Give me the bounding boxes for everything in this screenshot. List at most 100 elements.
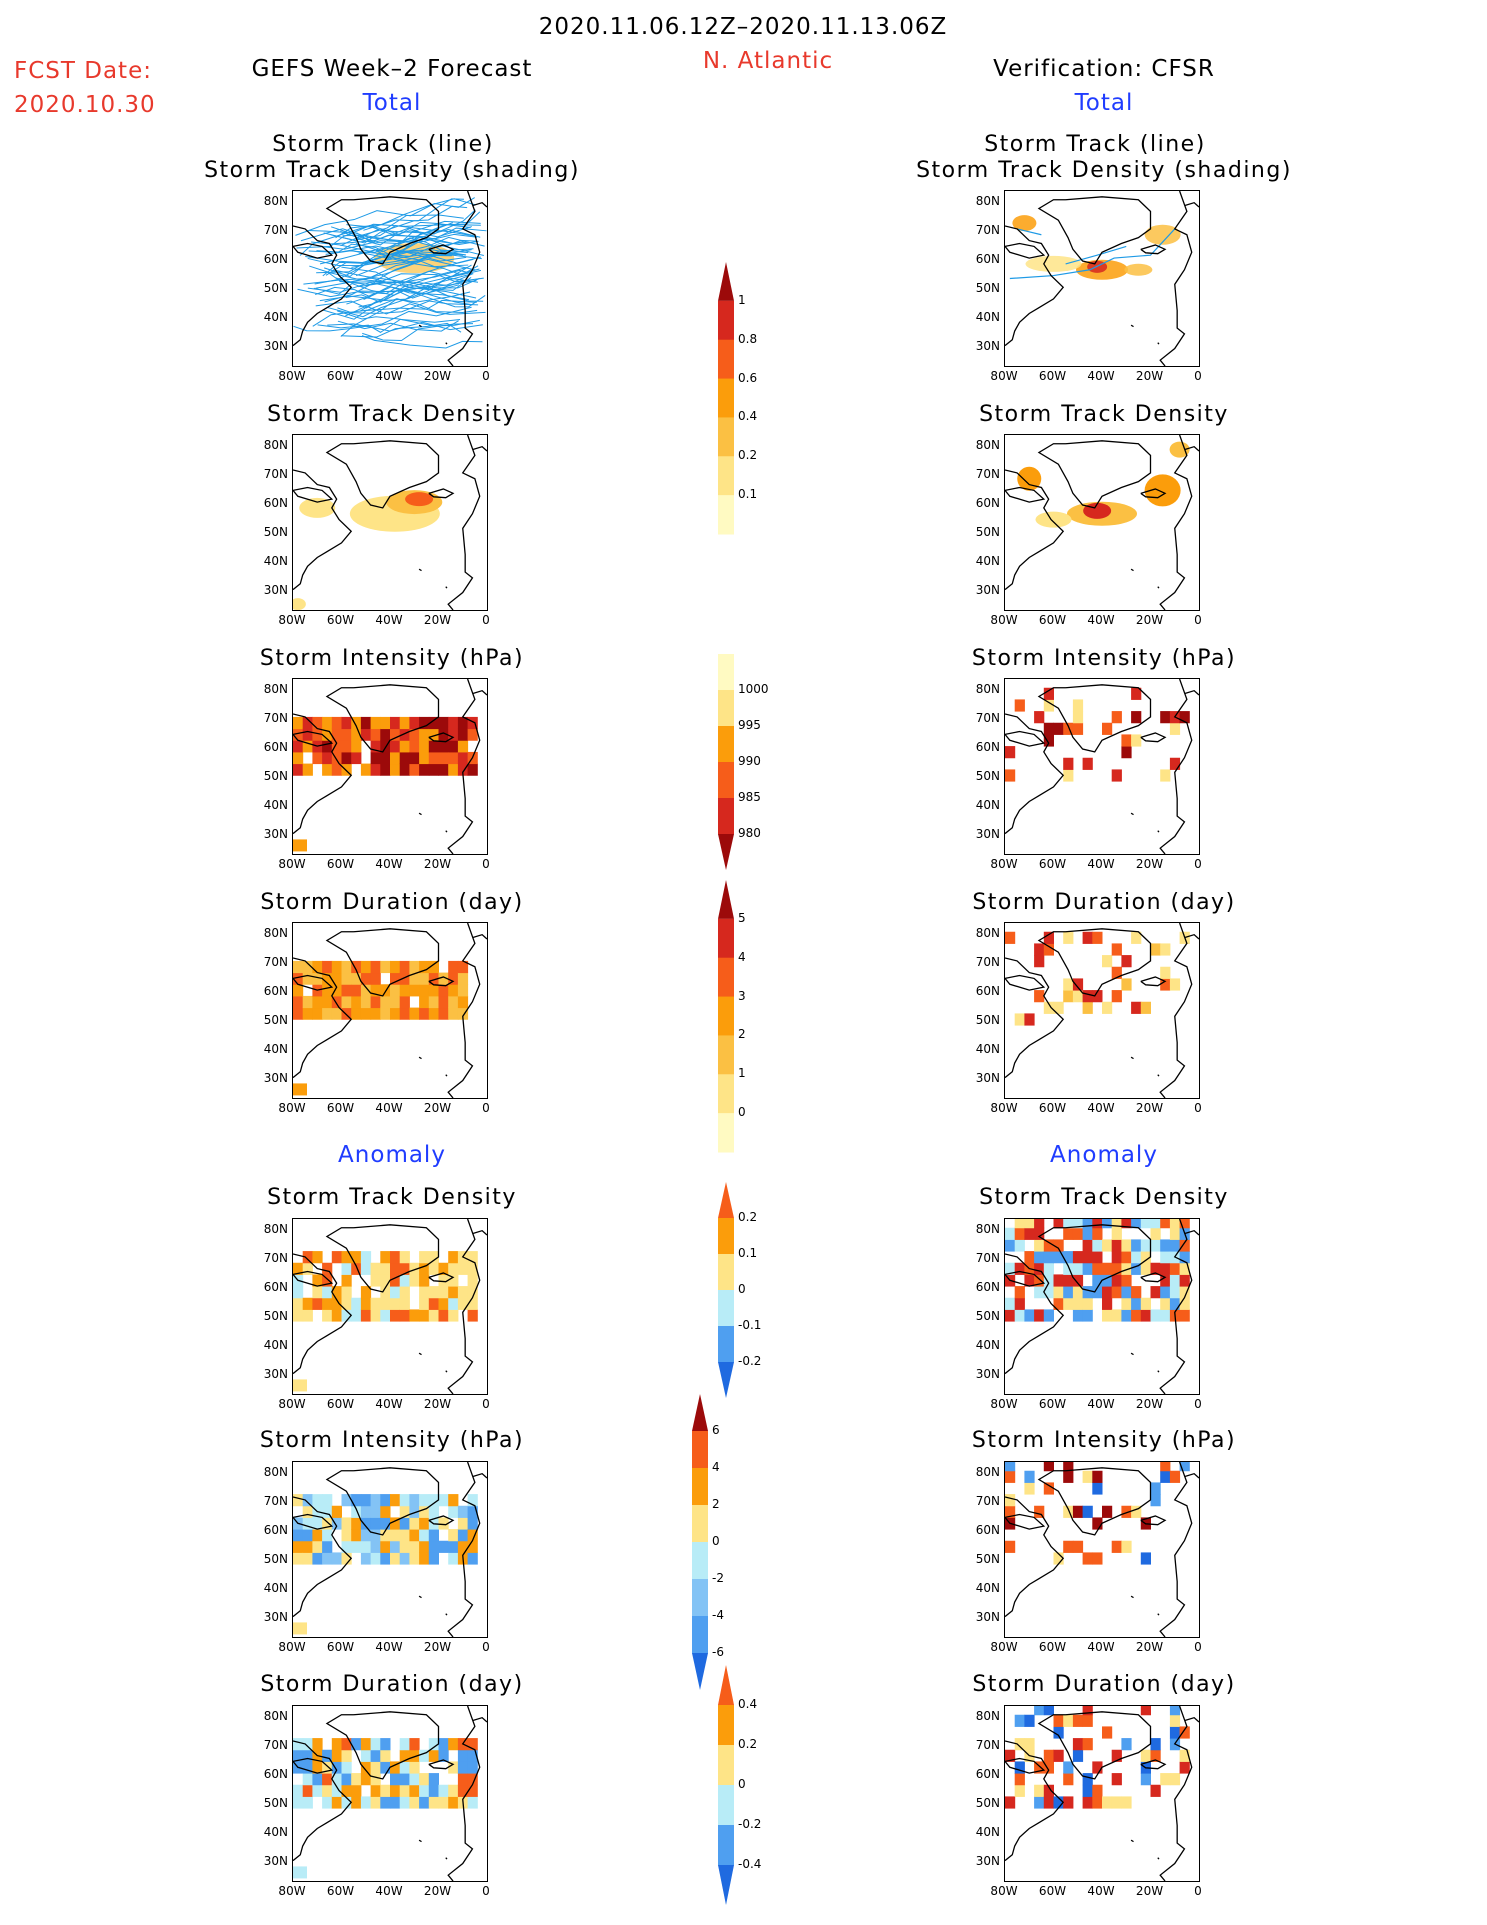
lat-tick-label: 50N bbox=[263, 525, 288, 539]
grid-cell bbox=[341, 1773, 352, 1786]
grid-cell bbox=[351, 1251, 362, 1264]
grid-cell bbox=[399, 1286, 410, 1299]
grid-cell bbox=[1082, 757, 1093, 770]
grid-cell bbox=[351, 972, 362, 985]
lon-tick-label: 40W bbox=[375, 857, 403, 871]
lon-tick-label: 0 bbox=[1194, 1101, 1202, 1115]
lon-tick-label: 80W bbox=[990, 1397, 1018, 1411]
grid-cell bbox=[1131, 1262, 1142, 1275]
grid-cell bbox=[293, 1529, 304, 1542]
lon-tick-label: 80W bbox=[278, 857, 306, 871]
grid-cell bbox=[341, 1007, 352, 1020]
grid-cell bbox=[1111, 1274, 1122, 1287]
grid-cell bbox=[1131, 1286, 1142, 1299]
coastline bbox=[1184, 1472, 1199, 1479]
grid-cell bbox=[331, 740, 342, 753]
grid-cell bbox=[1082, 1784, 1093, 1797]
grid-cell bbox=[1169, 1219, 1181, 1229]
grid-cell bbox=[1102, 1274, 1113, 1287]
coastline bbox=[293, 1496, 353, 1618]
colorbar-label: -0.2 bbox=[738, 1354, 762, 1368]
coastline bbox=[418, 1839, 422, 1843]
coastline bbox=[1159, 923, 1193, 1098]
grid-cell bbox=[312, 1540, 323, 1553]
grid-cell bbox=[409, 1007, 420, 1020]
grid-cell bbox=[293, 1552, 304, 1565]
coastline bbox=[1184, 933, 1199, 940]
grid-cell bbox=[419, 1540, 430, 1553]
colorbar-label: 0 bbox=[712, 1534, 720, 1548]
coastline bbox=[418, 324, 422, 328]
grid-cell bbox=[1043, 1286, 1054, 1299]
grid-cell bbox=[409, 1540, 420, 1553]
grid-cell bbox=[1092, 1796, 1103, 1809]
grid-cell bbox=[409, 751, 420, 765]
grid-cell bbox=[409, 716, 420, 730]
grid-cell bbox=[1169, 722, 1181, 735]
grid-cell bbox=[322, 1540, 333, 1553]
grid-cell bbox=[390, 763, 401, 776]
grid-cell bbox=[1034, 1262, 1045, 1275]
storm-track-line bbox=[307, 249, 472, 266]
lat-tick-label: 70N bbox=[975, 467, 1000, 481]
coastline bbox=[1140, 244, 1167, 255]
grid-cell bbox=[331, 1761, 342, 1774]
lat-tick-label: 40N bbox=[263, 1338, 288, 1352]
grid-cell bbox=[1063, 769, 1074, 782]
grid-cell bbox=[1179, 1262, 1190, 1275]
map-panel-forecast-3 bbox=[292, 678, 488, 855]
grid-cell bbox=[322, 716, 333, 730]
grid-cell bbox=[380, 984, 391, 997]
grid-cell bbox=[380, 1738, 391, 1751]
colorbar-segment bbox=[718, 417, 734, 457]
coastline bbox=[447, 923, 481, 1098]
grid-cell bbox=[1072, 990, 1084, 1003]
colorbar-duration-anomaly: 0.4 0.2 0 -0.2 -0.4 bbox=[718, 1665, 788, 1911]
grid-cell bbox=[331, 728, 342, 741]
coastline bbox=[472, 201, 487, 208]
grid-cell bbox=[467, 763, 478, 776]
grid-cell bbox=[399, 1784, 410, 1797]
lon-tick-label: 20W bbox=[1135, 1640, 1164, 1654]
lat-tick-label: 50N bbox=[975, 1309, 1000, 1323]
grid-cell bbox=[457, 1286, 469, 1299]
grid-cell bbox=[1063, 990, 1074, 1003]
grid-cell bbox=[1179, 1286, 1190, 1299]
colorbar-label: 0.6 bbox=[738, 370, 758, 385]
grid-cell bbox=[428, 1540, 439, 1553]
grid-cell bbox=[322, 1274, 333, 1287]
colorbar-label: 1 bbox=[738, 292, 746, 307]
grid-cell bbox=[312, 1517, 323, 1530]
colorbar-label: 985 bbox=[738, 790, 761, 804]
grid-cell bbox=[1140, 1239, 1151, 1252]
grid-cell bbox=[370, 972, 381, 985]
grid-cell bbox=[1063, 978, 1074, 991]
grid-cell bbox=[428, 1552, 439, 1565]
grid-cell bbox=[331, 960, 342, 974]
grid-cell bbox=[341, 716, 352, 730]
grid-cell bbox=[341, 995, 352, 1009]
grid-cell bbox=[1160, 1262, 1171, 1275]
coastline bbox=[1005, 469, 1065, 591]
grid-cell bbox=[380, 1262, 391, 1275]
storm-track-line bbox=[341, 266, 477, 299]
storm-track-line bbox=[307, 273, 472, 293]
grid-cell bbox=[370, 1773, 381, 1786]
grid-cell bbox=[370, 1274, 381, 1287]
grid-cell bbox=[438, 984, 449, 997]
grid-cell bbox=[1169, 1706, 1181, 1716]
lat-tick-label: 60N bbox=[263, 1767, 288, 1781]
coastline bbox=[1130, 1352, 1134, 1356]
colorbar-segment bbox=[692, 1653, 708, 1690]
grid-cell bbox=[428, 1529, 439, 1542]
grid-cell bbox=[1131, 734, 1142, 747]
grid-cell bbox=[457, 984, 469, 997]
grid-cell bbox=[438, 1286, 449, 1299]
grid-cell bbox=[1034, 1239, 1045, 1252]
grid-cell bbox=[1072, 1262, 1084, 1275]
grid-cell bbox=[457, 1517, 469, 1530]
grid-cell bbox=[341, 728, 352, 741]
grid-cell bbox=[341, 1297, 352, 1310]
grid-cell bbox=[1150, 1309, 1161, 1322]
lon-tick-label: 60W bbox=[1038, 1397, 1067, 1411]
